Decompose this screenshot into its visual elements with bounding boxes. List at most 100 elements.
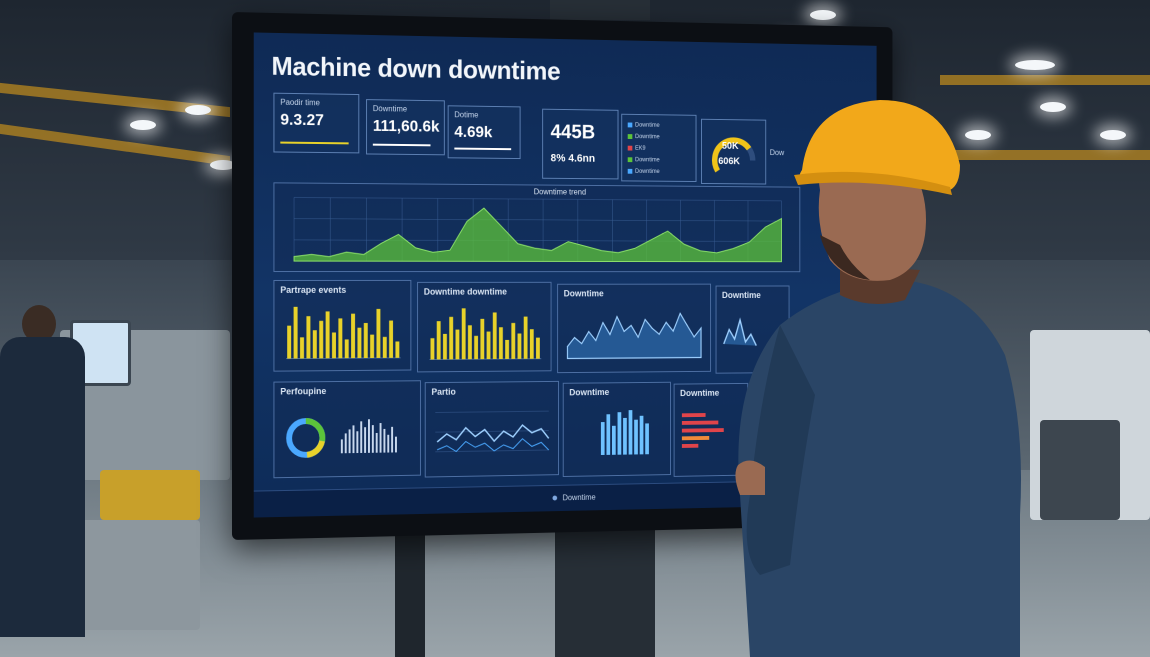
kpi-label: Paodir time	[280, 98, 320, 108]
line-point	[687, 325, 688, 326]
line-point	[581, 343, 582, 344]
bar	[505, 340, 509, 359]
panel-title: Downtime	[569, 387, 609, 397]
trend-title: Downtime trend	[534, 187, 586, 196]
bar	[493, 312, 497, 359]
ceiling-light	[1100, 130, 1126, 140]
kpi-card[interactable]: Dotime 4.69k	[448, 105, 521, 159]
line-point	[567, 346, 568, 347]
legend-item: EK9	[628, 146, 646, 152]
legend-card: Downtime Downtime EK9 Downtime Downtime	[621, 114, 696, 182]
engineer-hand	[735, 460, 765, 495]
kpi-value: 4.69k	[454, 124, 492, 142]
bar	[319, 321, 323, 359]
ceiling-light	[1015, 60, 1055, 70]
bar	[383, 337, 387, 358]
big-kpi-value: 445B	[551, 121, 596, 144]
big-kpi-card[interactable]: 445B 8% 4.6nn	[542, 109, 618, 180]
bar	[443, 334, 447, 360]
bar	[456, 330, 460, 360]
panel-downtime-downtime[interactable]: Downtime downtime	[417, 282, 551, 373]
panel-perfoupine[interactable]: Perfoupine	[273, 380, 420, 478]
panel-title: Downtime downtime	[424, 287, 507, 297]
cart	[70, 520, 200, 630]
engineer-figure	[720, 95, 1030, 657]
ceiling-light	[130, 120, 156, 130]
bar	[474, 336, 478, 359]
grid-line	[294, 219, 781, 221]
bar	[370, 335, 374, 358]
bar	[364, 323, 368, 358]
panel-downtime-line[interactable]: Downtime	[557, 284, 711, 373]
line-point	[700, 328, 701, 329]
line-point	[694, 336, 695, 337]
line-point	[588, 331, 589, 332]
ceiling-light	[185, 105, 211, 115]
bar	[518, 334, 522, 359]
panel-title: Partio	[431, 387, 455, 397]
line-point	[638, 337, 639, 338]
line-point	[602, 322, 603, 323]
legend-item: Downtime	[628, 134, 660, 140]
kpi-card[interactable]: Paodir time 9.3.27	[273, 93, 359, 154]
bar	[499, 327, 503, 359]
background-worker	[0, 305, 85, 635]
kpi-label: Dotime	[454, 110, 478, 119]
bar	[487, 332, 491, 360]
legend-item: Downtime	[628, 157, 660, 163]
line-point	[624, 331, 625, 332]
bar	[306, 316, 310, 358]
kpi-bar	[454, 148, 511, 151]
bar	[332, 332, 336, 358]
bar	[376, 309, 380, 358]
bar	[300, 337, 304, 358]
bar	[287, 326, 291, 359]
bar	[480, 319, 484, 359]
bar	[530, 329, 534, 359]
monitor-stand	[395, 528, 425, 657]
panel-partio[interactable]: Partio	[425, 381, 559, 478]
bar	[449, 317, 453, 360]
line-point	[659, 334, 660, 335]
bar	[345, 339, 349, 358]
bar	[511, 323, 515, 359]
bar	[462, 308, 466, 359]
legend-item: Downtime	[628, 123, 660, 129]
panel-title: Downtime	[564, 289, 604, 299]
line-point	[673, 331, 674, 332]
bar	[351, 314, 355, 358]
bar	[395, 341, 399, 357]
kpi-value: 111,60.6k	[373, 118, 440, 137]
yellow-equipment	[100, 470, 200, 520]
panel-downtime-bars[interactable]: Downtime	[563, 382, 671, 477]
bar	[430, 338, 434, 359]
trend-area	[294, 207, 781, 262]
background-cabinet	[1040, 420, 1120, 520]
bar	[294, 307, 298, 359]
panel-partrape-events[interactable]: Partrape events	[273, 280, 411, 372]
ceiling-beam	[940, 75, 1150, 85]
kpi-bar	[373, 144, 431, 147]
bar	[326, 311, 330, 358]
footer-label: Downtime	[562, 493, 595, 502]
ceiling-light	[810, 10, 836, 20]
kpi-card[interactable]: Downtime 111,60.6k	[366, 99, 445, 155]
line-point	[574, 337, 575, 338]
bar	[468, 325, 472, 359]
bar	[357, 328, 361, 358]
line-point	[666, 322, 667, 323]
panel-title: Partrape events	[280, 285, 346, 295]
panel-title: Downtime	[680, 388, 719, 398]
line-point	[645, 319, 646, 320]
bar	[524, 317, 528, 359]
dashboard-title: Machine down downtime	[271, 51, 560, 87]
kpi-value: 9.3.27	[280, 112, 324, 130]
line-point	[616, 316, 617, 317]
bar	[536, 338, 540, 359]
line-point	[631, 325, 632, 326]
line-point	[609, 334, 610, 335]
ceiling-light	[1040, 102, 1066, 112]
line-point	[680, 313, 681, 314]
big-kpi-sub: 8% 4.6nn	[551, 153, 595, 165]
line-point	[595, 340, 596, 341]
